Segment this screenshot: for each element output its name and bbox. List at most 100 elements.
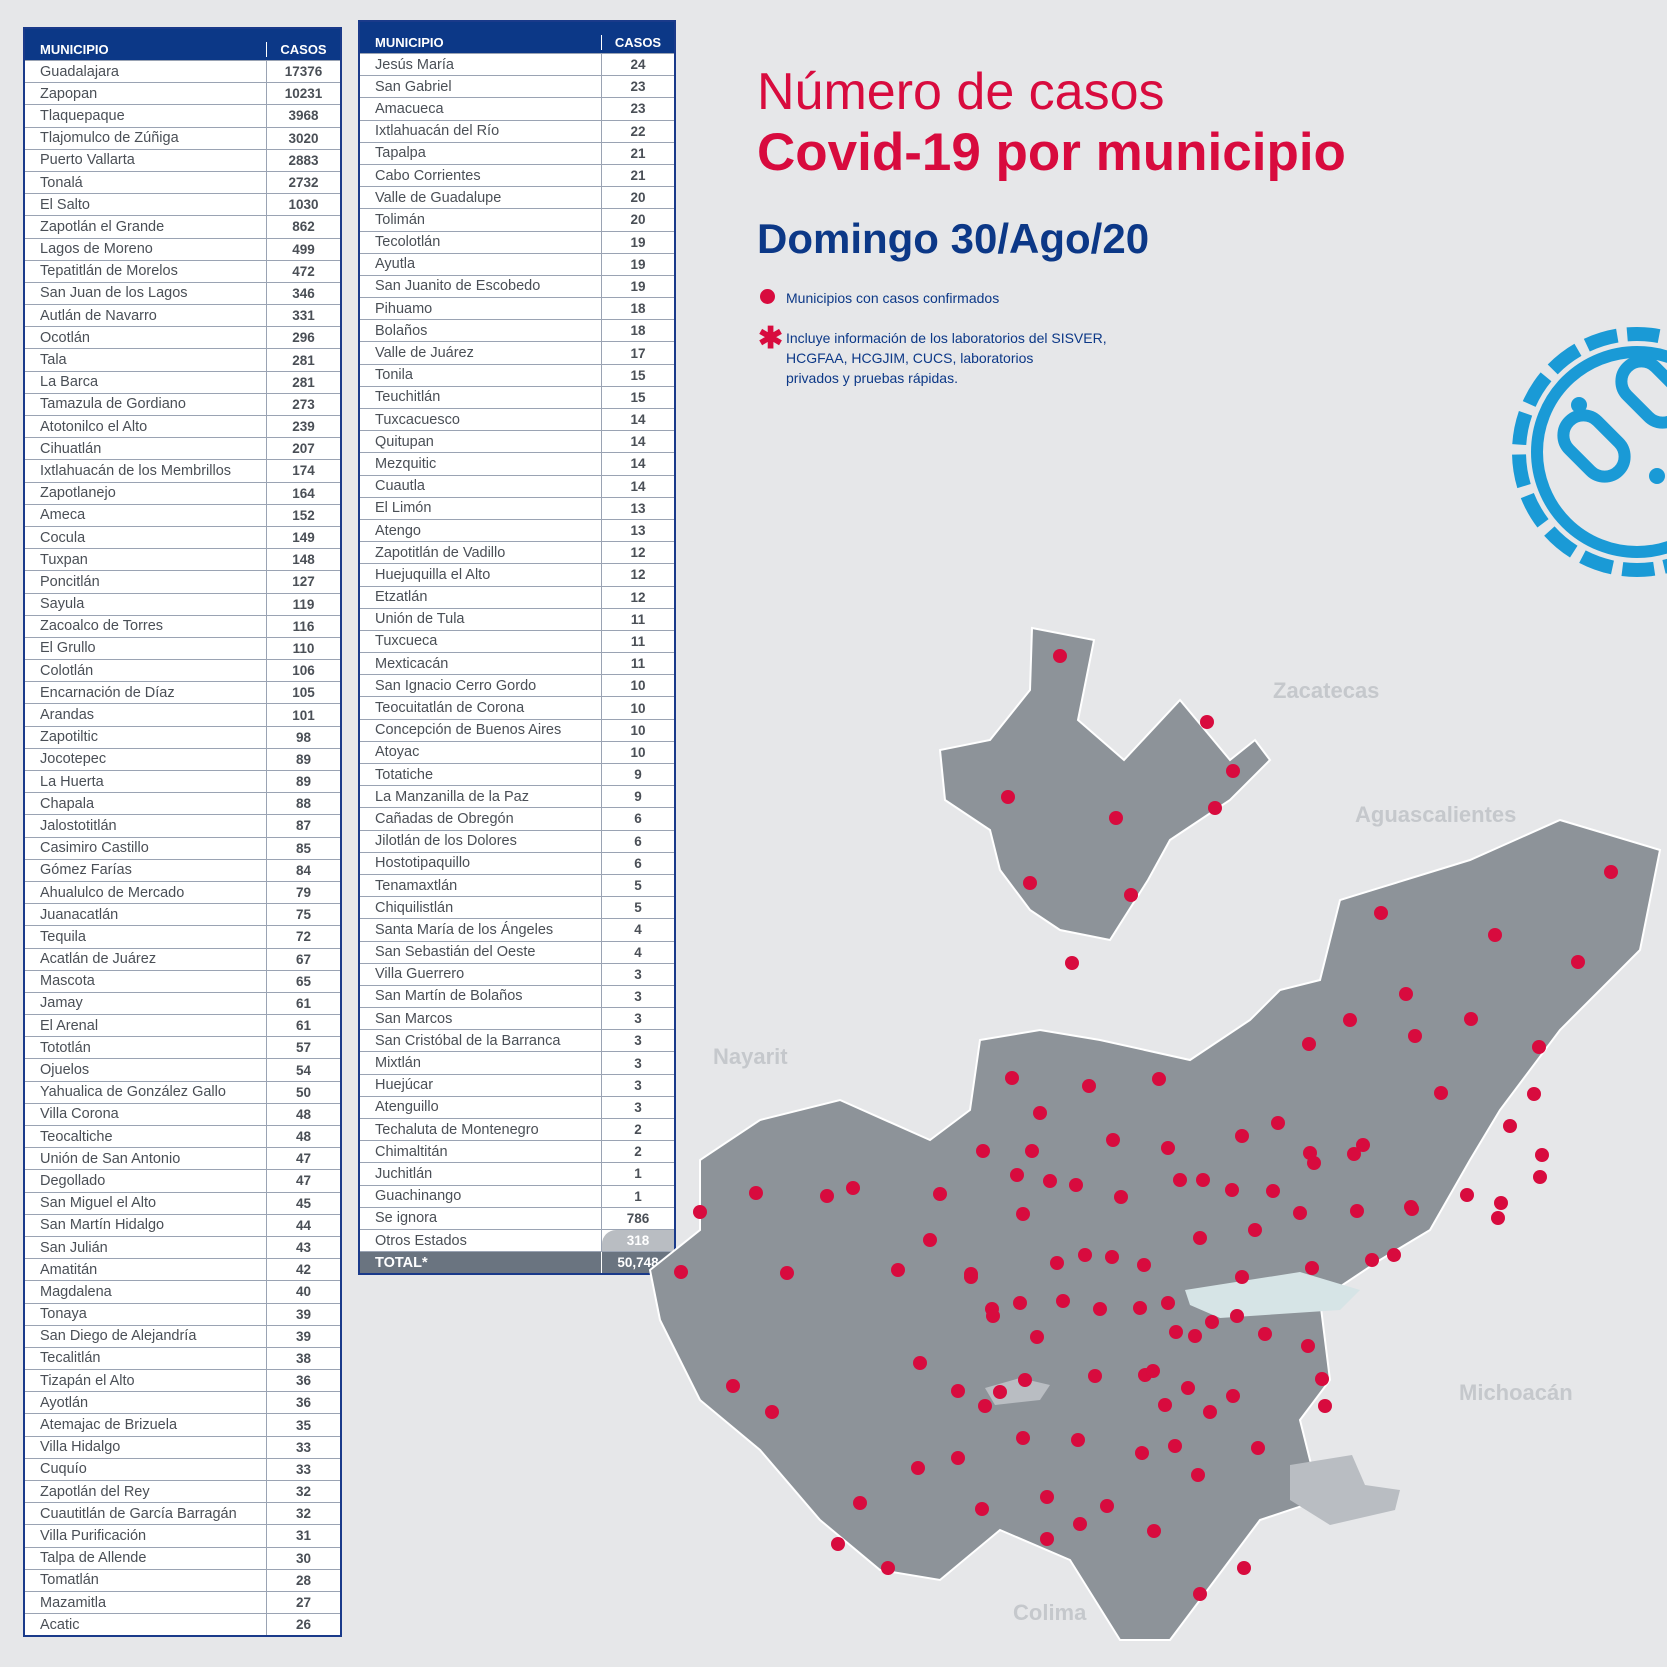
case-dot <box>1226 764 1240 778</box>
table-row: Teuchitlán 15 <box>360 385 674 408</box>
municipio-name: Cañadas de Obregón <box>360 808 602 830</box>
case-dot <box>1208 801 1222 815</box>
municipio-name: Teocuitatlán de Corona <box>360 697 602 719</box>
municipio-name: Cuquío <box>25 1458 267 1480</box>
municipio-name: Techaluta de Montenegro <box>360 1119 602 1141</box>
case-count: 110 <box>292 640 315 656</box>
municipio-name: Cihuatlán <box>25 438 267 460</box>
cases-table-left: MUNICIPIO CASOS Guadalajara 17376 Zapopan 1… <box>23 27 342 1638</box>
municipio-name: Villa Hidalgo <box>25 1436 267 1458</box>
table-row: Tlajomulco de Zúñiga 3020 <box>25 126 340 149</box>
case-count: 9 <box>634 767 642 783</box>
table-row: Tonila 15 <box>360 363 674 386</box>
table-row: Mazamitla 27 <box>25 1590 340 1614</box>
case-dot <box>881 1561 895 1575</box>
case-dot <box>1251 1441 1265 1455</box>
case-count: 18 <box>630 301 646 317</box>
case-count: 2732 <box>288 175 319 191</box>
case-dot <box>1191 1468 1205 1482</box>
table-row: Chiquilistlán 5 <box>360 896 674 919</box>
table-row: Cabo Corrientes 21 <box>360 163 674 187</box>
municipio-name: San Sebastián del Oeste <box>360 941 602 963</box>
case-count: 10 <box>630 722 646 738</box>
case-count: 38 <box>295 1350 312 1366</box>
table-row: Ayotlán 36 <box>25 1391 340 1414</box>
case-dot <box>749 1186 763 1200</box>
case-dot <box>1399 987 1413 1001</box>
case-dot <box>911 1461 925 1475</box>
table-row: Tequila 72 <box>25 925 340 948</box>
case-dot <box>1161 1296 1175 1310</box>
case-count: 3 <box>634 1033 642 1049</box>
case-count: 3 <box>634 966 642 982</box>
case-dot <box>1387 1248 1401 1262</box>
case-count: 32 <box>295 1484 312 1500</box>
case-dot <box>1434 1086 1448 1100</box>
table-row: San Miguel el Alto 45 <box>25 1191 340 1214</box>
case-dot <box>1356 1138 1370 1152</box>
case-dot <box>1005 1071 1019 1085</box>
municipio-name: Amatitán <box>25 1259 267 1281</box>
case-count: 89 <box>295 774 312 790</box>
municipio-name: Teuchitlán <box>360 386 602 408</box>
table-row: Pihuamo 18 <box>360 297 674 320</box>
municipio-name: Zapotlanejo <box>25 482 267 504</box>
case-dot <box>1173 1173 1187 1187</box>
case-dot <box>1016 1431 1030 1445</box>
table-row: El Grullo 110 <box>25 636 340 660</box>
table-row: El Salto 1030 <box>25 193 340 216</box>
municipio-name: Guachinango <box>360 1185 602 1207</box>
table-row: Poncitlán 127 <box>25 570 340 593</box>
date-label: Domingo 30/Ago/20 <box>757 215 1150 262</box>
case-dot <box>1018 1373 1032 1387</box>
municipio-name: Mixtlán <box>360 1052 602 1074</box>
table-row: Jocotepec 89 <box>25 747 340 770</box>
municipio-name: San Miguel el Alto <box>25 1192 267 1214</box>
case-dot <box>1235 1129 1249 1143</box>
case-count: 1 <box>634 1166 642 1182</box>
case-dot <box>975 1502 989 1516</box>
case-count: 281 <box>292 352 315 368</box>
case-dot <box>1307 1156 1321 1170</box>
case-dot <box>1404 1200 1418 1214</box>
table-row: La Barca 281 <box>25 370 340 393</box>
municipio-name: Tuxpan <box>25 549 267 571</box>
case-count: 36 <box>295 1373 312 1389</box>
municipio-name: Tequila <box>25 926 267 948</box>
table-row: Ocotlán 296 <box>25 326 340 349</box>
case-dot <box>993 1385 1007 1399</box>
table-row: Hostotipaquillo 6 <box>360 851 674 874</box>
table-row: San Martín Hidalgo 44 <box>25 1213 340 1236</box>
municipio-name: Tuxcueca <box>360 630 602 653</box>
table-row: Zapopan 10231 <box>25 82 340 105</box>
table-row: Tuxcueca 11 <box>360 629 674 653</box>
table-row: Atoyac 10 <box>360 740 674 763</box>
case-dot <box>1193 1587 1207 1601</box>
municipio-name: Teocaltiche <box>25 1126 267 1148</box>
municipio-name: Tecolotlán <box>360 231 602 253</box>
case-count: 106 <box>292 663 315 679</box>
case-dot <box>1365 1253 1379 1267</box>
municipio-name: Guadalajara <box>25 61 267 83</box>
map-region-north <box>938 626 1272 942</box>
table-row: Degollado 47 <box>25 1169 340 1192</box>
municipio-name: Tepatitlán de Morelos <box>25 260 267 282</box>
case-count: 17376 <box>284 64 323 80</box>
municipio-name: Lagos de Moreno <box>25 238 267 260</box>
case-dot <box>1133 1301 1147 1315</box>
case-count: 149 <box>292 530 315 546</box>
municipio-name: Mezquitic <box>360 453 602 475</box>
case-count: 119 <box>292 596 315 612</box>
table-row: Chimaltitán 2 <box>360 1140 674 1163</box>
case-count: 14 <box>630 412 646 428</box>
case-count: 42 <box>295 1262 312 1278</box>
case-count: 11 <box>630 656 646 672</box>
case-dot <box>923 1233 937 1247</box>
case-dot <box>1013 1296 1027 1310</box>
table-row: Santa María de los Ángeles 4 <box>360 918 674 941</box>
case-count: 22 <box>630 123 646 139</box>
municipio-name: Zapotiltic <box>25 726 267 748</box>
municipio-name: Degollado <box>25 1170 267 1192</box>
municipio-name: San Marcos <box>360 1008 602 1030</box>
municipio-name: Totatiche <box>360 764 602 786</box>
